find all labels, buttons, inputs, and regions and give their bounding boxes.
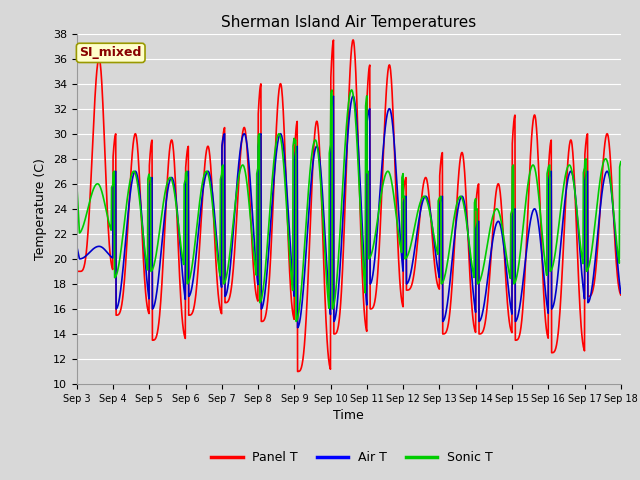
Air T: [194, 236, 202, 241]
Sonic T: [73, 181, 81, 187]
Panel T: [194, 270, 202, 276]
Panel T: [505, 315, 513, 321]
Air T: [180, 291, 188, 297]
Sonic T: [505, 269, 513, 275]
Legend: Panel T, Air T, Sonic T: Panel T, Air T, Sonic T: [206, 446, 498, 469]
Panel T: [255, 104, 262, 109]
Sonic T: [348, 87, 355, 93]
Panel T: [294, 369, 301, 374]
Panel T: [180, 333, 188, 339]
Sonic T: [434, 252, 442, 257]
Air T: [73, 243, 81, 249]
Sonic T: [255, 132, 262, 138]
Air T: [505, 290, 513, 296]
Air T: [553, 281, 561, 287]
Line: Air T: Air T: [77, 96, 621, 328]
Sonic T: [617, 159, 625, 165]
Air T: [255, 141, 262, 146]
Text: SI_mixed: SI_mixed: [79, 47, 142, 60]
Sonic T: [194, 215, 202, 221]
Title: Sherman Island Air Temperatures: Sherman Island Air Temperatures: [221, 15, 476, 30]
Line: Sonic T: Sonic T: [77, 90, 621, 322]
Air T: [434, 266, 442, 272]
Y-axis label: Temperature (C): Temperature (C): [35, 158, 47, 260]
Air T: [294, 325, 301, 331]
X-axis label: Time: Time: [333, 409, 364, 422]
Panel T: [617, 292, 625, 298]
Panel T: [553, 340, 561, 346]
Sonic T: [553, 238, 561, 244]
Panel T: [434, 283, 442, 288]
Sonic T: [180, 180, 188, 186]
Line: Panel T: Panel T: [77, 40, 621, 372]
Panel T: [349, 37, 357, 43]
Panel T: [73, 268, 81, 274]
Sonic T: [292, 319, 300, 324]
Air T: [617, 290, 625, 296]
Air T: [349, 93, 357, 99]
